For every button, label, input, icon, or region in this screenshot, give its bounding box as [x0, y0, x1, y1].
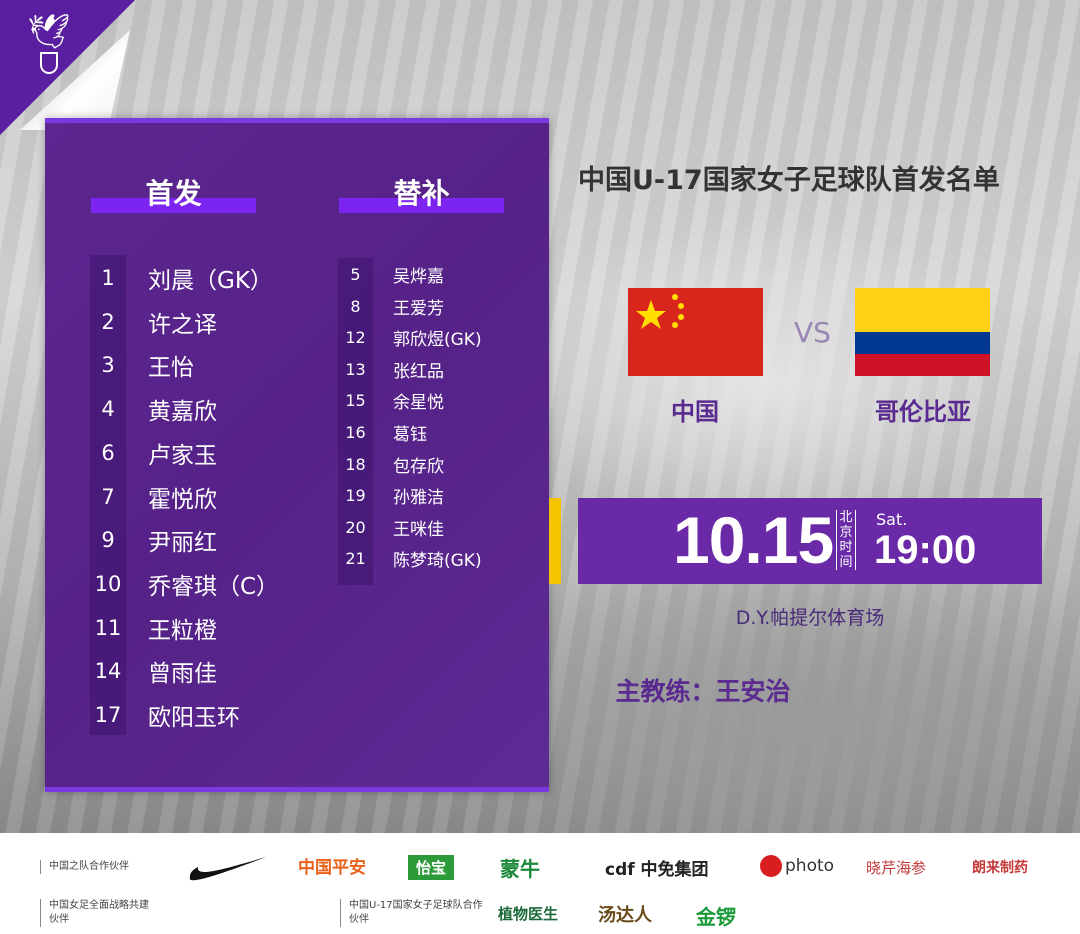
sponsor-logo: 金锣: [696, 905, 736, 929]
sponsor-logo: 植物医生: [498, 905, 559, 923]
player-number: 9: [101, 528, 115, 553]
player-number: 20: [345, 517, 366, 537]
player-row: 7 霍悦欣: [90, 480, 217, 514]
player-name: 乔睿琪（C）: [148, 573, 280, 600]
accent-strip: [549, 498, 561, 584]
player-row: 2 许之译: [90, 305, 217, 339]
player-name: 孙雅洁: [393, 488, 444, 509]
player-number: 16: [345, 423, 366, 442]
partner-label: 中国U-17国家女子足球队合作伙伴: [340, 899, 485, 927]
player-row: 17 欧阳玉环: [90, 698, 240, 732]
kickoff-time: 19:00: [874, 528, 977, 572]
player-number: 5: [350, 265, 361, 284]
player-name: 霍悦欣: [148, 486, 217, 513]
player-name: 卢家玉: [148, 442, 217, 469]
player-number: 2: [101, 309, 115, 334]
sponsor-logo: 汤达人: [598, 905, 652, 926]
venue: D.Y.帕提尔体育场: [735, 607, 885, 629]
player-name: 王怡: [148, 355, 194, 382]
player-number: 8: [350, 296, 361, 316]
partner-label: 中国女足全面战略共建伙伴: [40, 899, 150, 927]
sponsor-logo: 怡宝: [408, 855, 455, 880]
starters-number-column: [90, 255, 126, 735]
player-number: 21: [345, 549, 366, 569]
player-name: 刘晨（GK）: [148, 268, 273, 294]
player-row: 1 刘晨（GK）: [90, 261, 273, 295]
player-name: 王咪佳: [393, 519, 444, 540]
player-row: 12 郭欣煜(GK): [338, 325, 482, 351]
china-flag: [628, 288, 763, 376]
player-row: 15 余星悦: [338, 388, 444, 413]
player-name: 包存欣: [393, 456, 444, 477]
sponsor-logo: 朗来制药: [972, 860, 1028, 876]
player-row: 19 孙雅洁: [338, 483, 444, 508]
player-number: 10: [94, 571, 122, 596]
player-row: 10 乔睿琪（C）: [90, 567, 279, 601]
sponsor-logo: 中国平安: [298, 858, 366, 878]
player-row: 21 陈梦琦(GK): [338, 546, 482, 572]
sponsor-footer: 中国之队合作伙伴 中国女足全面战略共建伙伴 中国U-17国家女子足球队合作伙伴 …: [0, 833, 1080, 934]
player-row: 18 包存欣: [338, 452, 444, 477]
sponsor-logo: 蒙牛: [500, 857, 540, 881]
cfa-logo: 🕊: [14, 12, 84, 74]
nike-logo: [189, 857, 266, 881]
away-team: 哥伦比亚: [875, 398, 971, 426]
player-name: 陈梦琦(GK): [393, 551, 482, 572]
player-number: 12: [345, 328, 366, 348]
weekday: Sat.: [876, 510, 908, 529]
match-date: 10.15: [673, 503, 834, 577]
player-name: 吴烨嘉: [393, 267, 444, 287]
player-number: 15: [345, 391, 366, 411]
player-name: 葛钰: [393, 425, 427, 445]
player-number: 6: [101, 440, 115, 465]
player-name: 郭欣煜(GK): [393, 330, 482, 351]
colombia-flag: [855, 288, 990, 376]
player-name: 黄嘉欣: [148, 399, 217, 426]
player-row: 13 张红品: [338, 357, 444, 382]
player-number: 14: [94, 659, 122, 684]
player-name: 许之译: [148, 311, 217, 338]
head-coach: 主教练：王安治: [615, 677, 791, 706]
player-number: 13: [345, 359, 366, 379]
player-name: 尹丽红: [148, 530, 217, 557]
player-number: 3: [101, 353, 115, 378]
player-number: 17: [94, 703, 122, 727]
player-name: 曾雨佳: [148, 661, 217, 688]
player-number: 7: [101, 484, 115, 509]
starters-header: 首发: [91, 178, 256, 218]
player-row: 9 尹丽红: [90, 523, 217, 557]
player-row: 20 王咪佳: [338, 515, 444, 540]
player-row: 5 吴烨嘉: [338, 262, 444, 287]
player-number: 19: [345, 486, 366, 506]
vs-label: VS: [794, 316, 831, 349]
player-row: 11 王粒橙: [90, 611, 217, 645]
player-number: 4: [101, 397, 115, 422]
sponsor-logo: 晓芹海参: [866, 859, 927, 877]
player-row: 14 曾雨佳: [90, 654, 217, 688]
player-number: 18: [345, 454, 366, 474]
player-name: 余星悦: [393, 393, 444, 414]
sponsor-logo: cdf 中免集团: [605, 860, 709, 880]
subs-number-column: [338, 258, 373, 585]
lineup-panel: 首发 替补 1 刘晨（GK） 2 许之译 3 王怡 4 黄嘉欣 6 卢家玉 7 霍悦欣 9 尹丽红 10 乔睿…: [45, 118, 549, 792]
timezone-label: 北京时间: [836, 510, 856, 570]
player-name: 欧阳玉环: [148, 705, 240, 731]
sponsor-logo: photo: [760, 855, 834, 877]
page-title: 中国U-17国家女子足球队首发名单: [578, 165, 1000, 196]
player-name: 王粒橙: [148, 617, 217, 644]
player-number: 11: [94, 615, 122, 640]
date-box: 10.15 北京时间 Sat. 19:00: [578, 498, 1042, 584]
player-row: 3 王怡: [90, 348, 194, 382]
player-row: 16 葛钰: [338, 420, 427, 445]
player-row: 6 卢家玉: [90, 436, 217, 470]
partner-label: 中国之队合作伙伴: [40, 860, 129, 874]
player-name: 张红品: [393, 361, 444, 382]
subs-header: 替补: [339, 178, 504, 218]
player-row: 8 王爱芳: [338, 294, 444, 319]
player-row: 4 黄嘉欣: [90, 392, 217, 426]
home-team: 中国: [671, 398, 719, 426]
player-name: 王爱芳: [393, 298, 444, 319]
player-number: 1: [101, 266, 115, 290]
